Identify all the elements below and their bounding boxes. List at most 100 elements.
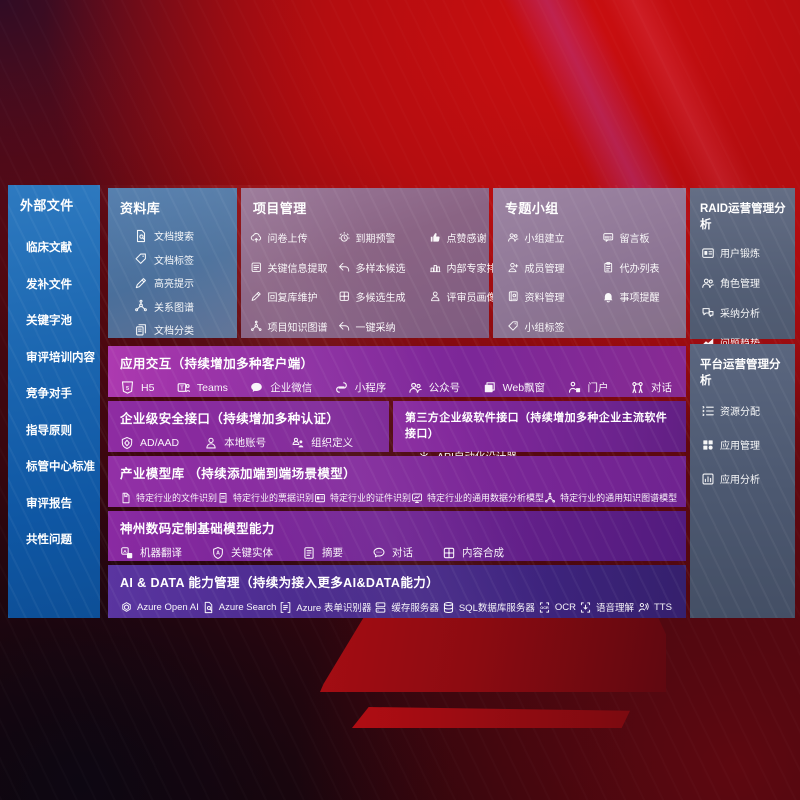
file-flag-icon bbox=[120, 492, 132, 504]
ocr-icon bbox=[538, 601, 551, 614]
thumb-icon bbox=[429, 231, 442, 244]
chat-icon bbox=[372, 546, 386, 560]
feature-item: 小组标签 bbox=[507, 319, 602, 334]
row-industry-model-library: 产业模型库 （持续添加端到端场景模型） 特定行业的文件识别 特定行业的票据识别 特定… bbox=[108, 456, 686, 507]
network-icon bbox=[250, 320, 263, 333]
row-enterprise-security-api: 企业级安全接口（持续增加多种认证） AD/AAD 本地账号 组织定义 bbox=[108, 401, 389, 452]
feature-item: SQL数据库服务器 bbox=[442, 600, 535, 614]
clipboard-icon bbox=[602, 261, 615, 274]
feature-item: 回复库维护 bbox=[250, 289, 334, 304]
sidebar-item: 指导原则 bbox=[26, 424, 72, 437]
feature-item: Azure Search bbox=[202, 601, 276, 614]
feature-grid: 小组建立 留言板 成员管理 代办列表 资料管理 事项提醒 小组标签 bbox=[493, 217, 686, 334]
box-raid-operations-analysis: RAID运营管理分析 用户锻炼角色管理采纳分析问题趋势 bbox=[690, 188, 795, 350]
puzzle-icon bbox=[338, 290, 351, 303]
teams-icon bbox=[176, 380, 191, 395]
voice-icon bbox=[579, 601, 592, 614]
feature-list: 特定行业的文件识别 特定行业的票据识别 特定行业的证件识别 特定行业的通用数据分析模型… bbox=[108, 482, 686, 504]
feature-item: 对话 bbox=[372, 545, 413, 560]
feature-item: 关键实体 bbox=[211, 545, 273, 560]
feature-item: 事项提醒 bbox=[602, 289, 682, 304]
feature-item: 对话 bbox=[630, 380, 672, 395]
person-icon bbox=[204, 436, 218, 450]
data-model-icon bbox=[411, 492, 423, 504]
feature-item: 应用管理 bbox=[701, 437, 795, 452]
row-app-interaction: 应用交互（持续增加多种客户端） H5 Teams 企业微信 小程序 公众号 Web飘窗 门户… bbox=[108, 346, 686, 397]
feature-item: Web飘窗 bbox=[482, 380, 545, 395]
form-icon bbox=[279, 601, 292, 614]
feature-item: 门户 bbox=[567, 380, 609, 395]
feature-list: 机器翻译 关键实体 摘要 对话 内容合成 bbox=[108, 537, 686, 560]
feature-item: 内容合成 bbox=[442, 545, 504, 560]
bbs-icon bbox=[602, 231, 615, 244]
feature-item: 特定行业的通用知识图谱模型 bbox=[544, 491, 677, 504]
doc-search-icon bbox=[134, 229, 148, 243]
doc-search-icon bbox=[202, 601, 215, 614]
sidebar-item: 审评培训内容 bbox=[26, 351, 95, 364]
feature-item: 用户锻炼 bbox=[701, 245, 795, 260]
doc-lines-icon bbox=[250, 261, 263, 274]
row-title: 企业级安全接口（持续增加多种认证） bbox=[120, 412, 340, 426]
feature-item: 应用分析 bbox=[701, 471, 795, 486]
feature-item: 特定行业的通用数据分析模型 bbox=[411, 491, 544, 504]
sidebar-item: 临床文献 bbox=[26, 242, 72, 254]
feature-item: 组织定义 bbox=[291, 435, 353, 450]
grid-icon bbox=[701, 438, 715, 452]
sidebar-item: 审评报告 bbox=[26, 497, 72, 510]
sql-db-icon bbox=[442, 601, 455, 614]
docs-icon bbox=[134, 323, 148, 337]
feature-item: 留言板 bbox=[602, 230, 682, 245]
server-icon bbox=[374, 601, 387, 614]
portal-icon bbox=[567, 380, 582, 395]
box-platform-operations-analysis: 平台运营管理分析 资源分配 应用管理 应用分析 bbox=[690, 344, 795, 618]
sidebar-item: 标管中心标准 bbox=[26, 461, 95, 473]
feature-list: 文档搜索 文档标签 高亮提示 关系图谱 文档分类 bbox=[108, 217, 237, 337]
feature-item: 关键信息提取 bbox=[250, 260, 334, 275]
red-bar-shape bbox=[352, 707, 630, 728]
feature-item: 机器翻译 bbox=[120, 545, 182, 560]
feature-item: 成员管理 bbox=[507, 260, 602, 275]
feature-list: 资源分配 应用管理 应用分析 bbox=[690, 388, 795, 486]
org-icon bbox=[291, 436, 305, 450]
feature-item: 关系图谱 bbox=[134, 299, 237, 314]
feature-item: 一键采纳 bbox=[338, 319, 425, 334]
people-icon bbox=[701, 276, 715, 290]
row-third-party-software-api: 第三方企业级软件接口（持续增加多种企业主流软件接口） API自动化设计器 bbox=[393, 401, 686, 463]
alarm-icon bbox=[338, 231, 351, 244]
feature-item: 文档标签 bbox=[134, 252, 237, 267]
feature-item: AD/AAD bbox=[120, 436, 179, 450]
chat-people-icon bbox=[630, 380, 645, 395]
row-title: 产业模型库 （持续添加端到端场景模型） bbox=[120, 467, 357, 481]
box-topic-groups: 专题小组 小组建立 留言板 成员管理 代办列表 资料管理 事项提醒 小组标签 bbox=[493, 188, 686, 338]
feature-list: H5 Teams 企业微信 小程序 公众号 Web飘窗 门户 对话 bbox=[108, 372, 686, 395]
feature-item: H5 bbox=[120, 380, 154, 395]
feature-item: 特定行业的票据识别 bbox=[217, 491, 314, 504]
feature-item: Azure Open AI bbox=[120, 601, 199, 614]
feature-item: 评审员画像 bbox=[429, 289, 507, 304]
h5-icon bbox=[120, 380, 135, 395]
shield-icon bbox=[120, 436, 134, 450]
chart-box-icon bbox=[701, 472, 715, 486]
feature-item: OCR bbox=[538, 601, 576, 614]
person-add-icon bbox=[507, 261, 520, 274]
feature-item: 资料管理 bbox=[507, 289, 602, 304]
row-title: AI & DATA 能力管理（持续为接入更多AI&DATA能力） bbox=[120, 576, 440, 590]
rank-icon bbox=[429, 261, 442, 274]
feature-item: TTS bbox=[637, 601, 672, 614]
feature-item: 企业微信 bbox=[249, 380, 312, 395]
reply-icon bbox=[338, 261, 351, 274]
idcard-icon bbox=[701, 246, 715, 260]
sidebar-item: 关键字池 bbox=[26, 315, 72, 327]
box-title: 专题小组 bbox=[505, 201, 559, 216]
box-title: RAID运营管理分析 bbox=[700, 203, 786, 231]
sidebar-external-files: 外部文件 临床文献 发补文件 关键字池 审评培训内容 竞争对手 指导原则 标管中心标准 审评报… bbox=[8, 185, 100, 618]
album-icon bbox=[507, 290, 520, 303]
box-title: 项目管理 bbox=[253, 201, 307, 216]
feature-item: 文档搜索 bbox=[134, 228, 237, 243]
box-project-management: 项目管理 问卷上传 到期预警 点赞感谢 关键信息提取 多样本候选 内部专家排名 回复库维护多… bbox=[241, 188, 507, 338]
tag-icon bbox=[134, 252, 148, 266]
row-title: 神州数码定制基础模型能力 bbox=[120, 522, 275, 536]
network-icon bbox=[544, 492, 556, 504]
row-ai-data-capability: AI & DATA 能力管理（持续为接入更多AI&DATA能力） Azure O… bbox=[108, 565, 686, 618]
